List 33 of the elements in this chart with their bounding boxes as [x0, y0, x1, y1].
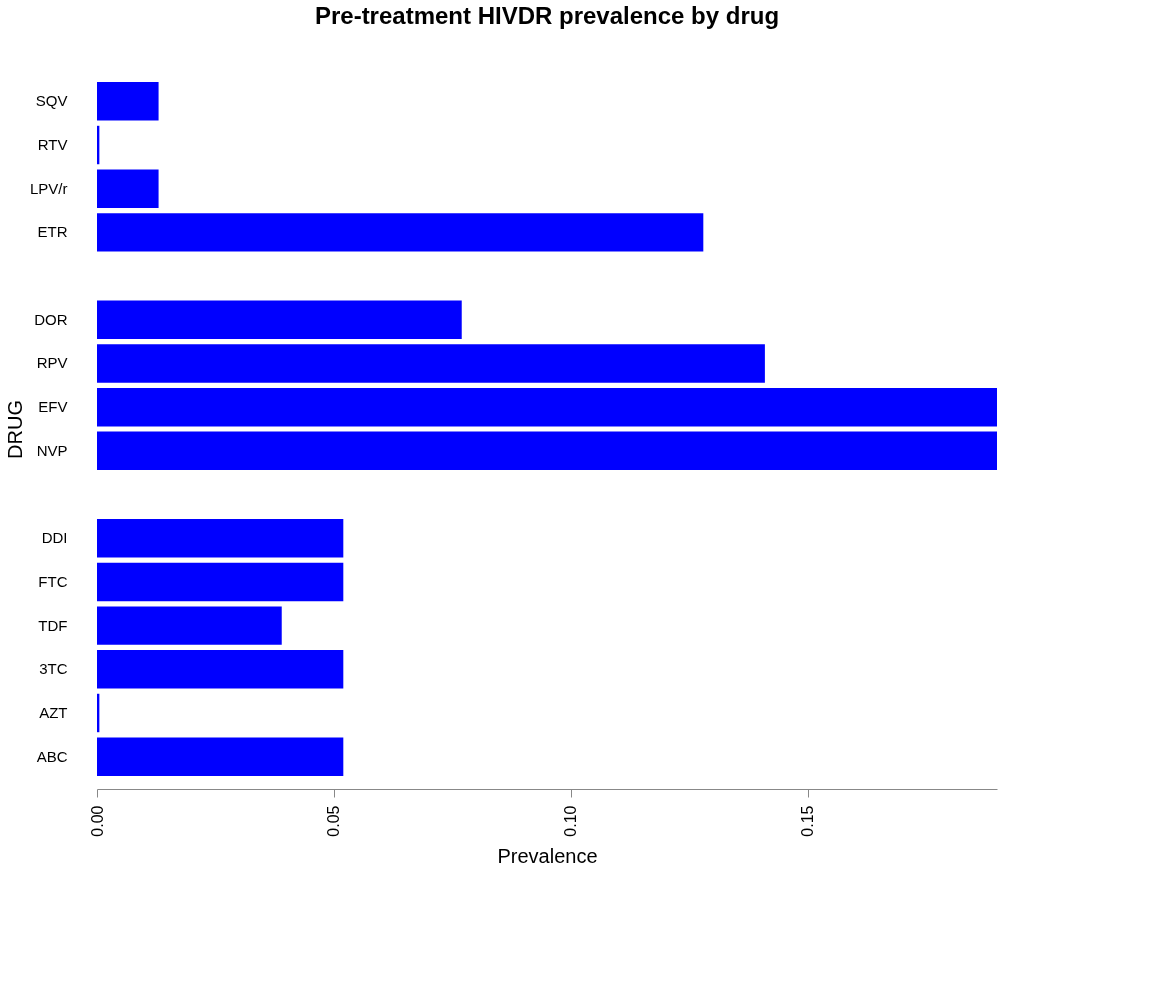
- y-tick-label: LPV/r: [29, 179, 68, 197]
- x-tick-label: 0.15: [799, 805, 817, 837]
- bar: [97, 606, 282, 645]
- y-tick-label: FTC: [38, 572, 68, 590]
- y-tick-label: 3TC: [39, 660, 68, 678]
- x-tick-label: 0.10: [562, 805, 580, 837]
- bar: [97, 431, 997, 471]
- bar: [97, 519, 344, 558]
- bar: [97, 82, 159, 121]
- x-tick-label: 0.00: [88, 805, 106, 837]
- bar: [97, 213, 704, 252]
- bar: [97, 169, 159, 208]
- y-tick-label: EFV: [38, 398, 68, 416]
- y-tick-label: ABC: [36, 747, 68, 765]
- x-axis-title: Prevalence: [497, 844, 598, 867]
- y-tick-label: ETR: [37, 223, 68, 241]
- bar: [97, 737, 344, 776]
- y-tick-label: AZT: [39, 703, 68, 721]
- bar: [97, 387, 997, 427]
- y-tick-label: DDI: [41, 529, 68, 547]
- y-tick-label: DOR: [34, 310, 68, 328]
- y-axis-title: DRUG: [3, 400, 26, 459]
- chart-title: Pre-treatment HIVDR prevalence by drug: [314, 2, 780, 29]
- y-tick-label: NVP: [36, 441, 68, 459]
- y-tick-label: RPV: [36, 354, 68, 372]
- bar: [97, 562, 344, 602]
- y-tick-label: SQV: [35, 92, 68, 110]
- bar: [97, 300, 462, 339]
- bar: [97, 650, 344, 689]
- bar: [97, 344, 765, 383]
- y-tick-label: TDF: [38, 616, 68, 634]
- y-tick-label: RTV: [37, 136, 68, 154]
- x-tick-label: 0.05: [325, 805, 343, 837]
